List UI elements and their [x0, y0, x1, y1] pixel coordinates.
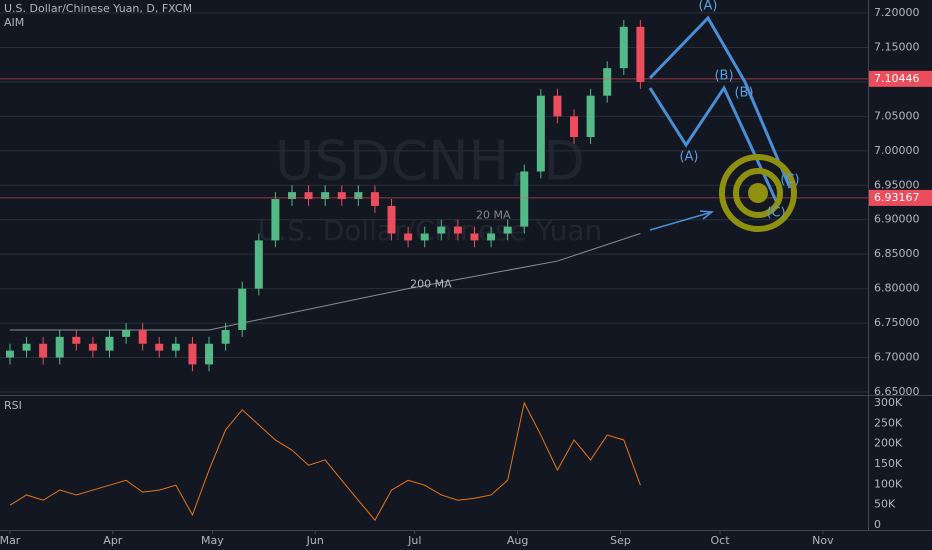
candle-body — [138, 329, 147, 344]
candle-body — [72, 336, 81, 344]
price-label-bg — [869, 189, 932, 206]
candle-body — [205, 343, 214, 365]
y-tick-label: 6.85000 — [874, 247, 920, 260]
candle-body — [271, 199, 280, 241]
candle-body — [536, 95, 545, 172]
candle-body — [636, 26, 645, 82]
y-tick-label: 7.05000 — [874, 109, 920, 122]
candle-body — [586, 95, 595, 138]
ma-label: 20 MA — [476, 209, 511, 222]
candle-body — [155, 343, 164, 351]
y-tick-label: 0 — [874, 518, 881, 531]
indicator-name: AIM — [4, 16, 24, 29]
wave-lower — [648, 84, 780, 206]
candle-body — [39, 343, 48, 358]
wave-label: (C) — [766, 206, 785, 221]
wave-upper — [648, 15, 792, 189]
y-tick-label: 6.65000 — [874, 385, 920, 398]
candle-body — [553, 95, 562, 117]
arrow — [649, 210, 714, 231]
candle-body — [55, 336, 64, 358]
wave-label: (A) — [679, 150, 698, 165]
candle-body — [487, 233, 496, 241]
candle-body — [387, 205, 396, 234]
candle-body — [470, 233, 479, 241]
wave-label: (A) — [698, 0, 717, 14]
y-tick-label: 200K — [874, 437, 903, 450]
candle-body — [520, 171, 529, 227]
wave-drawing — [648, 15, 797, 232]
candle-body — [238, 288, 247, 330]
wave-label: (B) — [734, 86, 753, 101]
target-center — [748, 183, 768, 203]
candle-body — [171, 343, 180, 351]
price-label-bg — [869, 70, 932, 87]
watermark-subtitle: U.S. Dollar/Chinese Yuan — [258, 214, 603, 247]
ma-label: 200 MA — [410, 278, 452, 291]
x-tick-label: Jun — [306, 534, 324, 547]
candle-body — [321, 192, 330, 200]
candle-body — [188, 343, 197, 365]
rsi-title: RSI — [4, 399, 22, 412]
candle-body — [105, 336, 114, 351]
candle-body — [221, 329, 230, 344]
candle-body — [304, 192, 313, 200]
candle-body — [453, 226, 462, 234]
y-tick-label: 150K — [874, 457, 903, 470]
y-tick-label: 50K — [874, 498, 896, 511]
candle-body — [22, 343, 31, 351]
y-tick-label: 300K — [874, 396, 903, 409]
candle-body — [88, 343, 97, 351]
x-tick-label: Aug — [507, 534, 528, 547]
candle-body — [437, 226, 446, 234]
candle-body — [287, 192, 296, 200]
price-label: 7.10446 — [874, 72, 920, 85]
watermark: USDCNH, D — [275, 130, 585, 193]
x-tick-label: May — [201, 534, 224, 547]
y-tick-label: 6.75000 — [874, 316, 920, 329]
y-tick-label: 250K — [874, 416, 903, 429]
candle-body — [5, 350, 14, 358]
candle-body — [370, 192, 379, 206]
x-tick-label: Apr — [103, 534, 123, 547]
y-tick-label: 7.20000 — [874, 6, 920, 19]
price-label: 6.93167 — [874, 191, 920, 204]
y-tick-label: 100K — [874, 477, 903, 490]
symbol-title: U.S. Dollar/Chinese Yuan, D, FXCM — [4, 2, 192, 15]
target-ring — [733, 168, 783, 218]
x-tick-label: Mar — [0, 534, 21, 547]
y-tick-label: 6.80000 — [874, 282, 920, 295]
candle-body — [404, 233, 413, 241]
candle-body — [354, 192, 363, 200]
x-tick-label: Sep — [610, 534, 631, 547]
candle-body — [122, 329, 131, 337]
y-tick-label: 6.90000 — [874, 213, 920, 226]
rsi-line — [9, 401, 641, 522]
candle-body — [619, 26, 628, 69]
target-ring — [719, 154, 797, 232]
wave-label: (B) — [714, 69, 733, 84]
x-tick-label: Jul — [407, 534, 421, 547]
y-tick-label: 7.00000 — [874, 144, 920, 157]
candle-body — [503, 226, 512, 234]
x-tick-label: Nov — [812, 534, 834, 547]
candle-body — [570, 116, 579, 138]
candle-body — [254, 240, 263, 289]
candle-body — [603, 68, 612, 96]
y-tick-label: 7.15000 — [874, 40, 920, 53]
y-tick-label: 6.95000 — [874, 178, 920, 191]
candle-body — [420, 233, 429, 241]
x-tick-label: Oct — [710, 534, 730, 547]
y-tick-label: 6.70000 — [874, 351, 920, 364]
wave-label: (C) — [780, 173, 799, 188]
candle-body — [337, 192, 346, 200]
